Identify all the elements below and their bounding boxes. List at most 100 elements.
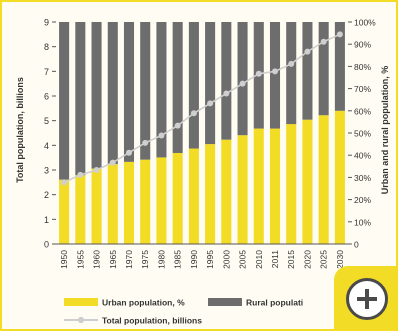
x-tick-label: 1960 [92,250,102,269]
bar-urban [123,161,135,244]
bar-rural [156,22,167,158]
bar-urban [318,115,329,245]
x-tick-label: 1980 [156,250,166,269]
total-population-point [320,38,327,45]
legend-label-total: Total population, billions [102,316,202,326]
legend-swatch-rural [208,298,242,306]
bar-rural [172,22,183,153]
total-population-point [93,167,100,173]
bar-urban [237,135,248,244]
x-tick-label: 1970 [124,250,134,269]
left-tick-label: 3 [44,166,49,176]
bar-rural [302,22,313,120]
right-tick-label: 50% [354,129,371,139]
bar-rural [334,22,345,111]
total-population-point [158,132,165,139]
legend-swatch-urban [64,298,98,306]
total-population-point [272,68,278,75]
total-population-point [239,80,246,87]
right-tick-label: 20% [354,195,371,205]
bar-urban [107,164,118,244]
bar-urban [269,128,281,244]
bar-rural [286,22,297,125]
total-population-point [126,149,132,156]
bar-rural [140,22,151,160]
x-tick-label: 1965 [108,250,118,269]
right-axis-title: Urban and rural population, % [380,66,390,195]
total-population-point [190,110,197,117]
x-tick-label: 2030 [335,250,345,269]
bar-rural [91,22,102,169]
right-tick-label: 60% [354,106,371,116]
bar-rural [188,22,199,149]
right-tick-label: 70% [354,84,371,94]
right-tick-label: 10% [354,217,371,227]
population-chart: 0 1 2 3 4 5 6 7 8 9 0 10% 20% 30% 40% 50% 60% 70% 80% 90% 10… [15,18,390,326]
left-tick-label: 0 [44,240,49,250]
left-tick-label: 7 [44,67,49,77]
left-tick-label: 2 [44,190,49,200]
bar-urban [172,152,183,244]
right-tick-label: 40% [354,151,371,161]
x-tick-label: 1985 [173,250,183,269]
bar-rural [269,22,281,129]
legend-label-rural: Rural populati [246,298,303,308]
x-tick-label: 1955 [75,250,85,269]
right-tick-label: 30% [354,173,371,183]
bar-urban [334,110,345,244]
legend-label-urban: Urban population, % [102,298,185,308]
x-tick-label: 1990 [189,250,199,269]
x-tick-label: 1975 [140,250,150,269]
total-population-point [77,171,84,178]
total-population-point [174,122,181,129]
bar-rural [59,22,70,180]
bar-rural [221,22,232,140]
bar-urban [140,159,151,244]
left-tick-label: 5 [44,116,49,126]
left-tick-label: 6 [44,92,49,102]
zoom-button[interactable] [334,266,398,331]
bar-rural [318,22,329,116]
bar-rural [205,22,216,145]
zoom-plus-icon [346,278,388,320]
bar-urban [156,157,167,244]
bar-urban [253,128,264,244]
left-tick-label: 9 [44,18,49,28]
total-population-point [142,139,149,146]
right-tick-label: 80% [354,62,371,72]
total-population-point [207,100,214,107]
legend-marker-total [77,316,85,324]
bar-urban [188,148,199,244]
x-tick-label: 2000 [221,250,231,269]
left-tick-label: 8 [44,42,49,52]
total-population-point [336,31,343,38]
left-axis-title: Total population, billions [15,77,25,183]
x-tick-label: 2010 [254,250,264,269]
right-tick-label: 0 [354,240,359,250]
bar-rural [123,22,135,162]
x-tick-label: 1995 [205,250,215,269]
total-population-point [304,48,311,55]
bar-urban [221,139,232,244]
x-tick-label: 2005 [238,250,248,269]
right-tick-label: 90% [354,40,371,50]
total-population-point [61,179,68,186]
bar-urban [75,175,86,244]
bar-urban [91,168,102,244]
bar-urban [59,179,70,244]
total-population-point [288,60,295,67]
bar-rural [75,22,86,176]
bar-rural [107,22,118,165]
total-population-line [63,33,341,184]
x-tick-label: 2015 [286,250,296,269]
left-tick-label: 1 [44,215,49,225]
left-tick-label: 4 [44,141,49,151]
x-tick-label: 2020 [302,250,312,269]
bar-urban [286,124,297,244]
bar-urban [302,119,313,244]
right-tick-label: 100% [354,18,376,28]
x-tick-label: 1950 [59,250,69,269]
total-population-point [223,90,230,97]
bar-urban [205,144,216,244]
